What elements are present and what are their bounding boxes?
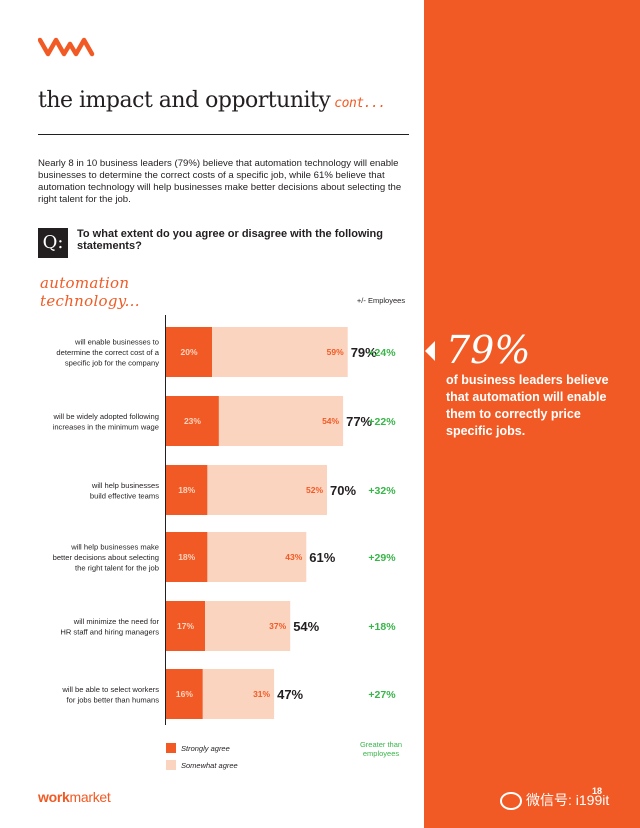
wechat-id: 微信号: i199it <box>526 792 610 808</box>
label-diff: +27% <box>368 689 396 701</box>
brand-work: work <box>38 789 70 805</box>
bar-strongly-agree <box>166 465 208 515</box>
bar-somewhat-agree <box>207 465 327 515</box>
label-diff: +24% <box>368 347 396 359</box>
section-title: automation technology... <box>40 274 140 310</box>
legend-label-somewhat: Somewhat agree <box>181 761 238 770</box>
bar-strongly-agree <box>166 327 212 377</box>
label-total: 47% <box>277 687 303 702</box>
workmarket-logo: workmarket <box>38 789 111 805</box>
label-diff: +18% <box>368 621 396 633</box>
label-strongly-agree: 20% <box>180 347 197 357</box>
category-label: will minimize the need for HR staff and h… <box>60 617 159 637</box>
label-strongly-agree: 23% <box>184 416 201 426</box>
wechat-watermark: 微信号: i199it <box>500 790 610 811</box>
page-title: the impact and opportunity cont... <box>38 88 418 113</box>
brand-market: market <box>69 789 111 805</box>
category-label: will be widely adopted following increase… <box>52 412 159 432</box>
label-somewhat-agree: 43% <box>285 552 302 562</box>
label-strongly-agree: 17% <box>177 621 194 631</box>
callout-text: of business leaders believe that automat… <box>446 373 609 438</box>
intro-paragraph: Nearly 8 in 10 business leaders (79%) be… <box>38 158 402 205</box>
question-text: To what extent do you agree or disagree … <box>77 228 383 252</box>
bar-somewhat-agree <box>212 327 348 377</box>
column-header: +/- Employees <box>356 296 406 305</box>
label-somewhat-agree: 54% <box>322 416 339 426</box>
stacked-bar-chart: 20% 59% 79%+24% will enable businesses to de… <box>52 327 396 719</box>
label-diff: +22% <box>368 416 396 428</box>
page-title-suffix: cont... <box>334 96 386 111</box>
bar-somewhat-agree <box>202 669 275 719</box>
title-divider <box>38 134 409 135</box>
label-strongly-agree: 18% <box>178 552 195 562</box>
category-label: will be able to select workers for jobs b… <box>61 685 159 705</box>
page-title-text: the impact and opportunity <box>38 88 331 113</box>
category-label: will enable businesses to determine the c… <box>56 338 159 368</box>
bar-strongly-agree <box>166 601 206 651</box>
label-total: 61% <box>309 550 335 565</box>
legend-label-strongly: Strongly agree <box>181 744 230 753</box>
label-strongly-agree: 16% <box>176 689 193 699</box>
label-diff: +32% <box>368 485 396 497</box>
legend-note: Greater than employees <box>359 740 403 758</box>
label-somewhat-agree: 31% <box>253 689 270 699</box>
category-label: will help businesses build effective team… <box>90 481 159 501</box>
orange-sidebar <box>424 0 640 828</box>
bar-strongly-agree <box>166 396 219 446</box>
page-number: 18 <box>592 786 603 796</box>
label-strongly-agree: 18% <box>178 485 195 495</box>
wm-logo-icon <box>38 37 95 57</box>
wechat-icon <box>500 792 522 811</box>
bar-somewhat-agree <box>218 396 344 446</box>
label-total: 70% <box>330 483 356 498</box>
bar-strongly-agree <box>166 669 203 719</box>
chart-axis-line <box>165 315 166 725</box>
label-total: 54% <box>293 619 319 634</box>
label-diff: +29% <box>368 552 396 564</box>
bar-strongly-agree <box>166 532 208 582</box>
legend-swatch-somewhat <box>166 760 176 770</box>
question-badge: Q: <box>38 228 68 258</box>
category-label: will help businesses make better decision… <box>53 543 159 573</box>
callout-stat: 79% <box>446 328 531 372</box>
label-somewhat-agree: 37% <box>269 621 286 631</box>
label-somewhat-agree: 52% <box>306 485 323 495</box>
label-total: 79% <box>351 345 377 360</box>
legend-swatch-strongly <box>166 743 176 753</box>
label-somewhat-agree: 59% <box>327 347 344 357</box>
bar-somewhat-agree <box>207 532 307 582</box>
callout-arrow-icon <box>425 341 435 361</box>
label-total: 77% <box>346 414 372 429</box>
bar-somewhat-agree <box>205 601 291 651</box>
